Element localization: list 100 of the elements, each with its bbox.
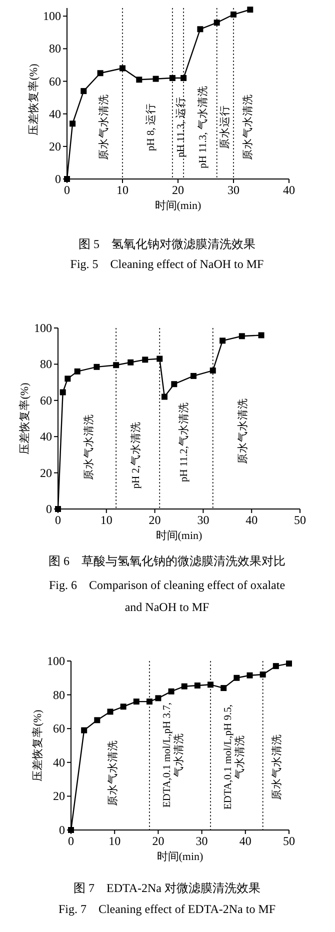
- annotation: 原水气水清洗: [241, 94, 254, 160]
- y-tick-label: 60: [49, 74, 61, 88]
- y-tick-label: 20: [49, 139, 61, 154]
- point: [169, 75, 176, 82]
- point: [107, 708, 114, 715]
- y-tick-label: 80: [49, 42, 61, 56]
- point: [128, 359, 134, 366]
- y-axis-title: 压差恢复率(%): [27, 63, 40, 136]
- y-tick-label: 0: [59, 823, 65, 837]
- y-tick-label: 40: [40, 430, 52, 444]
- x-axis-title: 时间(min): [154, 199, 202, 212]
- annotation: 原水气水清洗: [270, 734, 283, 800]
- y-tick-label: 40: [49, 106, 61, 121]
- point: [180, 75, 187, 82]
- annotation: EDTA,0.1 mol/L,pH 3.7, 气水清洗: [162, 702, 185, 808]
- y-axis-title: 压差恢复率(%): [31, 709, 44, 782]
- point: [286, 660, 292, 667]
- x-tick-label: 10: [100, 513, 112, 527]
- x-tick-label: 20: [172, 183, 184, 197]
- point: [94, 364, 100, 370]
- point: [197, 26, 204, 32]
- x-tick-label: 30: [228, 183, 240, 197]
- annotation: pH 11.3, 气水清洗: [196, 86, 209, 168]
- x-tick-label: 30: [196, 834, 208, 848]
- point: [246, 672, 253, 678]
- point: [181, 683, 188, 690]
- point: [190, 372, 197, 379]
- point: [161, 394, 168, 400]
- point: [152, 76, 159, 82]
- point: [70, 120, 76, 127]
- annotation: pH 8, 运行: [144, 103, 157, 151]
- annotation: pH 11.3, 运行: [174, 96, 187, 158]
- point: [214, 20, 220, 26]
- point: [94, 717, 100, 724]
- point: [194, 682, 200, 689]
- x-tick-label: 20: [148, 513, 161, 527]
- x-tick-label: 10: [108, 834, 121, 848]
- text: Fig. 6 Comparison of cleaning effect of oxalate and NaOH to MF: [48, 578, 286, 614]
- annotation: pH 11.2,气水清洗: [177, 402, 190, 482]
- y-tick-label: 100: [47, 654, 65, 668]
- x-tick-label: 40: [246, 513, 258, 527]
- x-tick-label: 40: [239, 834, 252, 848]
- x-tick-label: 30: [197, 513, 210, 527]
- point: [234, 674, 240, 681]
- y-tick-label: 40: [53, 755, 65, 770]
- x-tick-label: 40: [283, 183, 295, 197]
- annotation: 原水气水清洗: [97, 94, 110, 160]
- point: [155, 695, 162, 702]
- y-tick-label: 80: [40, 357, 52, 372]
- x-axis-title: 时间(min): [156, 850, 204, 863]
- text: 图 6 草酸与氢氧化钠的微滤膜清洗效果对比: [48, 554, 286, 568]
- point: [80, 88, 87, 94]
- y-tick-label: 60: [40, 393, 52, 408]
- y-tick-label: 20: [53, 789, 65, 804]
- point: [247, 6, 254, 13]
- x-tick-label: 10: [116, 183, 128, 197]
- point: [258, 332, 264, 338]
- point: [142, 356, 148, 363]
- point: [136, 76, 142, 83]
- y-tick-label: 100: [34, 321, 52, 335]
- point: [168, 688, 174, 694]
- y-tick-label: 20: [40, 466, 52, 480]
- y-tick-label: 0: [46, 502, 52, 516]
- point: [156, 356, 163, 362]
- point: [238, 333, 245, 340]
- text: 图 5 氢氧化钠对微滤膜清洗效果: [78, 237, 256, 251]
- x-tick-label: 0: [68, 834, 74, 848]
- point: [120, 704, 126, 710]
- y-tick-label: 100: [43, 9, 61, 24]
- point: [171, 381, 178, 388]
- y-tick-label: 80: [53, 688, 65, 702]
- point: [133, 698, 140, 705]
- point: [210, 368, 216, 374]
- point: [74, 368, 80, 374]
- point: [120, 65, 126, 72]
- text: Fig. 7 Cleaning effect of EDTA-2Na to MF: [58, 902, 276, 916]
- text: 图 7 EDTA-2Na 对微滤膜清洗效果: [73, 881, 261, 895]
- point: [208, 682, 214, 688]
- point: [220, 338, 226, 344]
- point: [113, 362, 120, 368]
- x-tick-label: 20: [152, 834, 164, 848]
- annotation: EDTA,0.1 mol/L,pH 9.5, 气水清洗: [223, 704, 246, 810]
- x-axis-title: 时间(min): [156, 529, 203, 542]
- annotation: 原水气水清洗: [106, 740, 119, 806]
- y-tick-label: 0: [55, 172, 61, 186]
- annotation: 原水气水清洗: [236, 398, 249, 464]
- annotation: 原水气水清洗: [82, 414, 95, 480]
- y-axis-title: 压差恢复率(%): [18, 382, 31, 454]
- point: [64, 376, 71, 382]
- point: [230, 12, 236, 18]
- annotation: 原水运行: [218, 105, 231, 149]
- point: [146, 698, 152, 705]
- y-tick-label: 60: [53, 722, 65, 736]
- point: [60, 389, 66, 396]
- point: [97, 70, 104, 76]
- point: [272, 663, 279, 670]
- point: [220, 685, 227, 692]
- x-tick-label: 50: [294, 513, 306, 527]
- text: Fig. 5 Cleaning effect of NaOH to MF: [70, 257, 264, 271]
- annotation: pH 2,气水清洗: [129, 421, 142, 489]
